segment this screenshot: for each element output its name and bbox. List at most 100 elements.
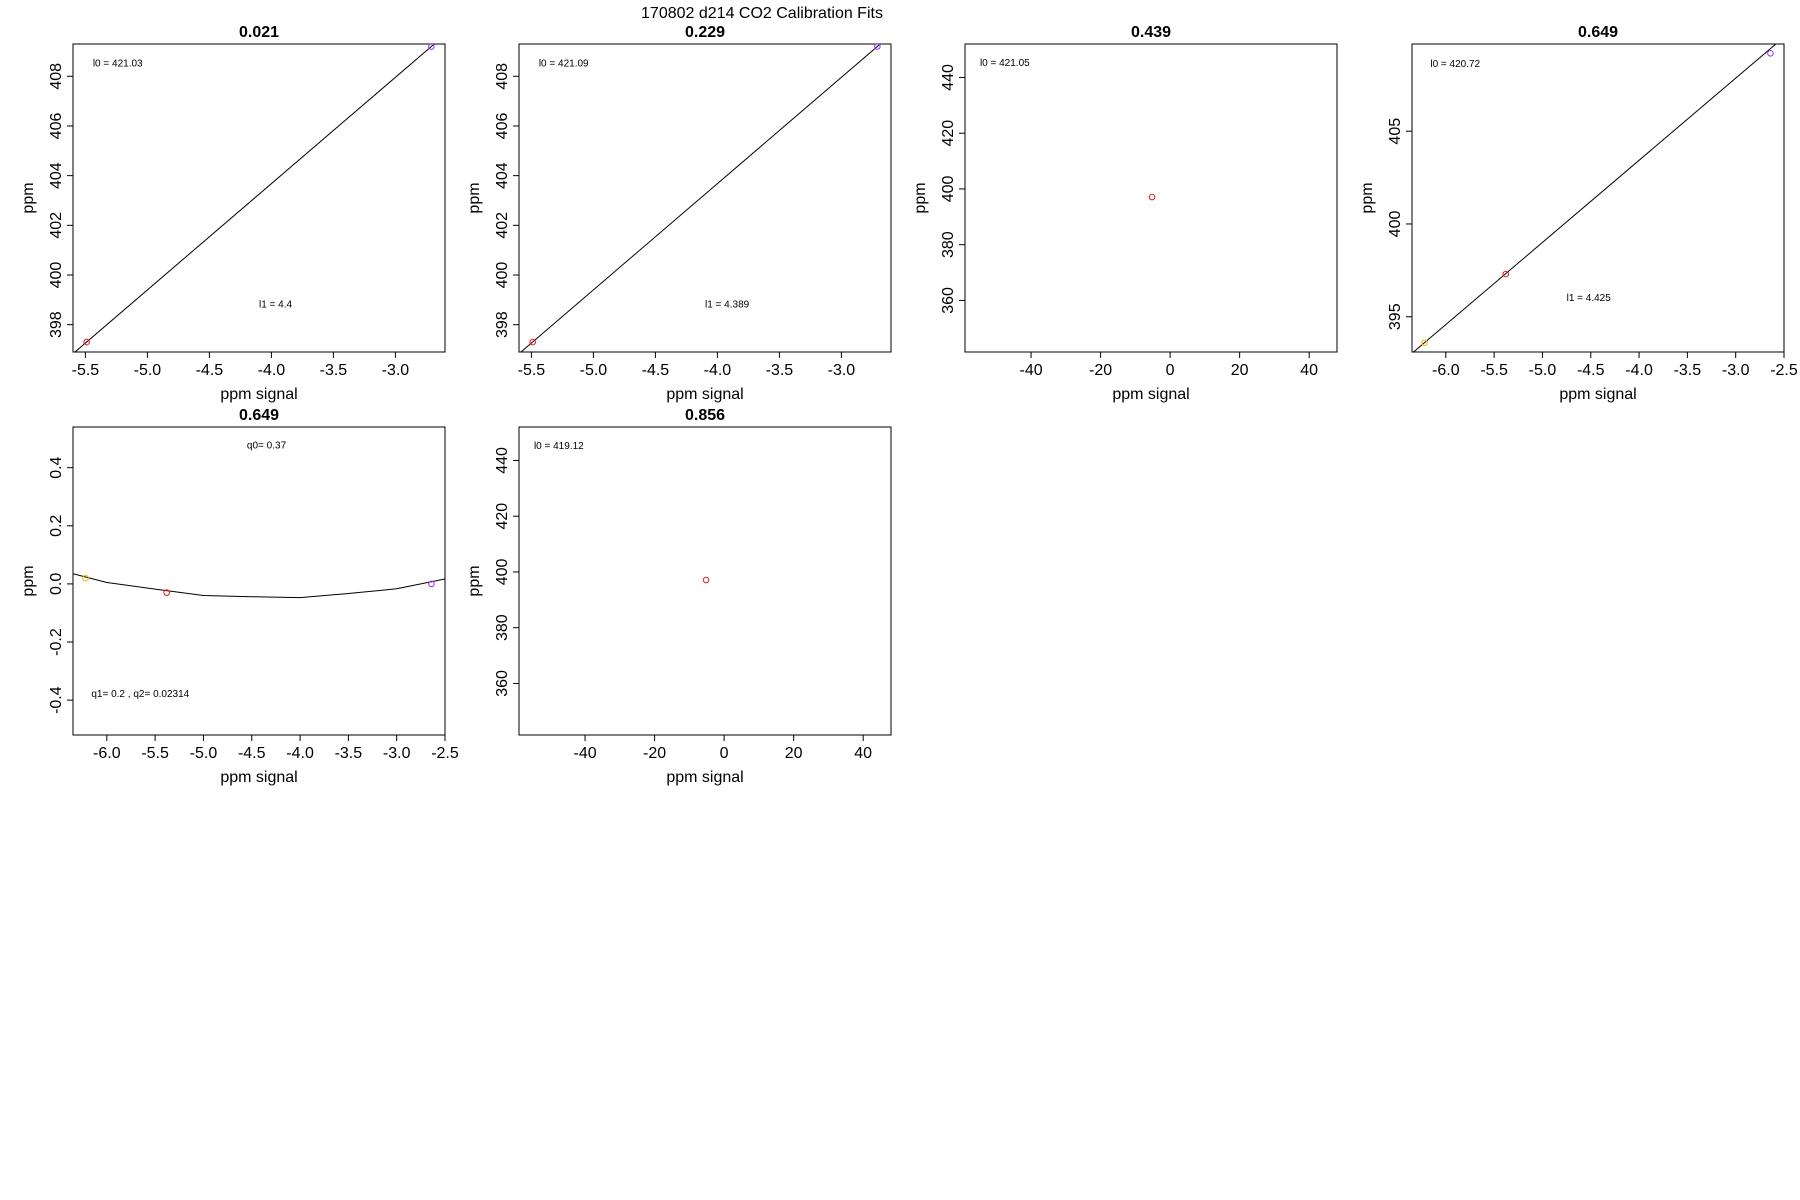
x-tick-label: -40 xyxy=(573,745,596,762)
x-tick-label: -3.0 xyxy=(1722,362,1750,379)
x-tick-label: 40 xyxy=(854,745,872,762)
y-tick-label: 0.4 xyxy=(48,456,65,478)
y-tick-label: 400 xyxy=(48,262,65,289)
x-tick-label: -3.0 xyxy=(828,362,856,379)
data-point xyxy=(163,589,171,596)
y-tick-label: 405 xyxy=(1387,118,1404,145)
panel-title: 0.856 xyxy=(685,407,725,424)
x-tick-label: -4.5 xyxy=(238,745,266,762)
chart-panel-4: 0.649 -6.0 -5.5 -5.0 -4.5 -4.0 -3.5 -3.0 -2.5 395… xyxy=(1359,24,1798,403)
y-tick-label: 380 xyxy=(494,614,511,641)
y-tick-label: 360 xyxy=(940,287,957,314)
x-tick-label: -5.0 xyxy=(1529,362,1557,379)
panel-title: 0.229 xyxy=(685,24,725,41)
x-tick-label: -4.5 xyxy=(642,362,670,379)
x-tick-label: -5.5 xyxy=(518,362,546,379)
y-tick-label: 404 xyxy=(494,162,511,189)
panel-title: 0.649 xyxy=(239,407,279,424)
data-point xyxy=(1767,49,1774,57)
data-point xyxy=(702,576,710,584)
x-tick-label: -3.5 xyxy=(320,362,348,379)
x-tick-label: -5.0 xyxy=(134,362,162,379)
x-tick-label: -4.0 xyxy=(286,745,314,762)
fit-line xyxy=(1412,44,1777,352)
fit-annotation: l0 = 421.05 xyxy=(980,58,1030,69)
data-point xyxy=(1148,193,1156,201)
fit-annotation: l1 = 4.389 xyxy=(705,299,750,310)
chart-panel-1: 0.021 -5.5 -5.0 -4.5 -4.0 -3.5 -3.0 398 400 402 40… xyxy=(20,24,446,403)
x-tick-label: -5.0 xyxy=(190,745,218,762)
data-point xyxy=(1502,270,1510,278)
fit-annotation: l0 = 421.03 xyxy=(93,59,143,70)
fit-annotation: l1 = 4.425 xyxy=(1567,293,1612,304)
y-axis-label: ppm xyxy=(20,182,37,213)
fit-line xyxy=(520,44,882,352)
x-tick-label: -5.0 xyxy=(580,362,608,379)
y-tick-label: 406 xyxy=(48,113,65,140)
x-tick-label: -5.5 xyxy=(72,362,100,379)
x-tick-label: -4.0 xyxy=(704,362,732,379)
x-tick-label: -4.5 xyxy=(196,362,224,379)
fit-annotation: l0 = 419.12 xyxy=(534,441,584,452)
x-tick-label: -3.0 xyxy=(382,362,410,379)
y-tick-label: 0.0 xyxy=(48,573,65,595)
chart-panel-5: 0.649 -6.0 -5.5 -5.0 -4.5 -4.0 -3.5 -3.0 -2.5 -0.… xyxy=(20,407,459,786)
data-point xyxy=(874,43,881,50)
fit-annotation: l1 = 4.4 xyxy=(259,299,293,310)
y-tick-label: 380 xyxy=(940,231,957,258)
x-tick-label: 0 xyxy=(720,745,729,762)
x-tick-label: -5.5 xyxy=(141,745,169,762)
y-tick-label: 400 xyxy=(494,262,511,289)
y-tick-label: 398 xyxy=(48,311,65,338)
panel-title: 0.439 xyxy=(1131,24,1171,41)
fit-annotation: l0 = 420.72 xyxy=(1430,59,1480,70)
y-tick-label: 440 xyxy=(494,447,511,474)
data-point xyxy=(529,338,536,346)
plot-frame xyxy=(518,426,892,736)
x-axis-label: ppm signal xyxy=(666,386,743,403)
y-tick-label: 400 xyxy=(940,175,957,202)
y-axis-label: ppm xyxy=(466,565,483,596)
x-tick-label: -6.0 xyxy=(1432,362,1460,379)
chart-panel-3: 0.439 -40 -20 0 20 40 360 380 400 420 440 ppm signa… xyxy=(912,24,1338,403)
y-tick-label: 400 xyxy=(1387,211,1404,238)
x-tick-label: 20 xyxy=(1231,362,1249,379)
x-tick-label: -20 xyxy=(1089,362,1112,379)
x-tick-label: -4.0 xyxy=(1625,362,1653,379)
data-point xyxy=(428,43,435,50)
plot-frame xyxy=(964,43,1338,353)
data-point xyxy=(82,574,89,582)
y-tick-label: 0.2 xyxy=(48,515,65,537)
chart-panel-2: 0.229 -5.5 -5.0 -4.5 -4.0 -3.5 -3.0 398 400 402 40… xyxy=(466,24,892,403)
panels-container: 0.021-5.5 -5.0 -4.5 -4.0 -3.5 -3.039840040240… xyxy=(20,24,1798,786)
x-tick-label: -6.0 xyxy=(93,745,121,762)
x-tick-label: -2.5 xyxy=(1770,362,1798,379)
y-tick-label: 420 xyxy=(494,503,511,530)
x-tick-label: 0 xyxy=(1166,362,1175,379)
x-tick-label: -40 xyxy=(1019,362,1042,379)
fit-line xyxy=(74,44,436,352)
y-axis-label: ppm xyxy=(1359,182,1376,213)
y-tick-label: 402 xyxy=(48,212,65,239)
x-axis-label: ppm signal xyxy=(1112,386,1189,403)
panel-title: 0.021 xyxy=(239,24,279,41)
y-tick-label: 395 xyxy=(1387,303,1404,330)
x-axis-label: ppm signal xyxy=(220,386,297,403)
x-tick-label: -3.5 xyxy=(1674,362,1702,379)
fit-annotation: l0 = 421.09 xyxy=(539,59,589,70)
y-tick-label: -0.2 xyxy=(48,628,65,656)
data-point xyxy=(1421,339,1428,347)
y-tick-label: -0.4 xyxy=(48,686,65,714)
x-tick-label: -3.0 xyxy=(383,745,411,762)
x-axis-label: ppm signal xyxy=(1559,386,1636,403)
y-tick-label: 402 xyxy=(494,212,511,239)
y-tick-label: 404 xyxy=(48,162,65,189)
y-tick-label: 400 xyxy=(494,558,511,585)
y-tick-label: 398 xyxy=(494,311,511,338)
panel-title: 0.649 xyxy=(1578,24,1618,41)
x-tick-label: -3.5 xyxy=(766,362,794,379)
y-tick-label: 406 xyxy=(494,113,511,140)
x-tick-label: -20 xyxy=(643,745,666,762)
x-tick-label: -3.5 xyxy=(335,745,363,762)
